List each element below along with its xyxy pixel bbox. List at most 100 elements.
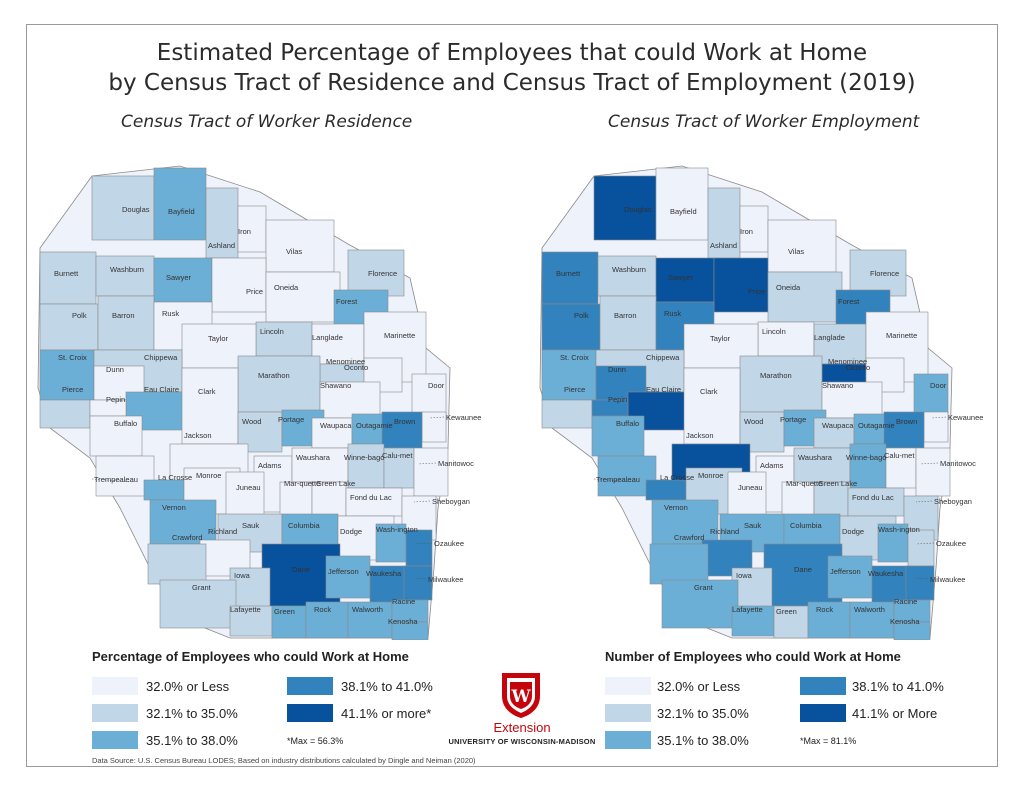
- county-label-barron: Barron: [614, 311, 637, 320]
- county-ozaukee: [907, 529, 935, 567]
- county-label-iron: Iron: [238, 227, 251, 236]
- county-burnett: [39, 251, 97, 305]
- county-lafayette: [229, 605, 273, 637]
- county-label-st-croix: St. Croix: [58, 353, 87, 362]
- county-marathon: [237, 355, 321, 413]
- county-label-marathon: Marathon: [258, 371, 290, 380]
- map-title-line-1: Estimated Percentage of Employees that c…: [156, 40, 868, 66]
- county-iron: [739, 205, 769, 253]
- right-legend-swatch-3: [605, 731, 651, 749]
- left-legend-label-1: 32.0% or Less: [146, 679, 230, 694]
- left-legend-swatch-4: [287, 677, 333, 695]
- left-legend-swatch-1: [92, 677, 138, 695]
- leader-manitowoc: [919, 462, 939, 465]
- county-label-lafayette: Lafayette: [230, 605, 261, 614]
- county-label-manitowoc: Manitowoc: [940, 459, 976, 468]
- county-label-kenosha: Kenosha: [388, 617, 418, 626]
- county-label-mar-quette: Mar-quette: [786, 479, 822, 488]
- county-label-taylor: Taylor: [208, 334, 229, 343]
- county-label-sauk: Sauk: [242, 521, 259, 530]
- county-label-la-crosse: La Crosse: [158, 473, 192, 482]
- leader-sheboygan: [413, 500, 431, 503]
- county-label-rusk: Rusk: [162, 309, 179, 318]
- county-label-washburn: Washburn: [110, 265, 144, 274]
- county-waushara: [793, 447, 851, 483]
- county-label-kewaunee: Kewaunee: [446, 413, 481, 422]
- left-legend-swatch-5: [287, 704, 333, 722]
- county-label-outagamie: Outagamie: [858, 421, 895, 430]
- county-brown: [883, 411, 925, 449]
- county-label-shawano: Shawano: [320, 381, 351, 390]
- county-douglas: [91, 175, 155, 241]
- county-label-wash-ington: Wash-ington: [376, 525, 418, 534]
- county-vilas: [767, 219, 837, 273]
- county-label-florence: Florence: [368, 269, 397, 278]
- county-grant: [661, 579, 739, 629]
- county-manitowoc: [915, 447, 951, 497]
- county-label-sheboygan: Sheboygan: [934, 497, 972, 506]
- county-vernon: [149, 499, 217, 545]
- county-clark: [683, 367, 741, 445]
- county-langlade: [311, 323, 365, 365]
- county-label-outagamie: Outagamie: [356, 421, 393, 430]
- left-legend-swatch-2: [92, 704, 138, 722]
- county-label-fond-du-lac: Fond du Lac: [350, 493, 392, 502]
- county-label-forest: Forest: [336, 297, 358, 306]
- county-label-green: Green: [274, 607, 295, 616]
- county-label-waushara: Waushara: [798, 453, 833, 462]
- county-label-pierce: Pierce: [62, 385, 83, 394]
- county-label-marinette: Marinette: [384, 331, 415, 340]
- county-label-kewaunee: Kewaunee: [948, 413, 983, 422]
- county-label-pepin: Pepin: [608, 395, 627, 404]
- county-shawano: [821, 381, 883, 419]
- county-label-bayfield: Bayfield: [670, 207, 697, 216]
- county-label-crawford: Crawford: [674, 533, 704, 542]
- county-label-waupaca: Waupaca: [320, 421, 352, 430]
- county-oneida: [767, 271, 843, 323]
- county-label-wood: Wood: [744, 417, 763, 426]
- figure-frame: [26, 24, 998, 767]
- right-legend-label-3: 35.1% to 38.0%: [657, 733, 749, 748]
- county-label-burnett: Burnett: [54, 269, 79, 278]
- county-sawyer: [655, 257, 715, 303]
- county-label-oconto: Oconto: [344, 363, 368, 372]
- county-label-calu-met: Calu-met: [884, 451, 915, 460]
- county-label-sauk: Sauk: [744, 521, 761, 530]
- county-polk: [541, 303, 601, 351]
- county-label-waukesha: Waukesha: [366, 569, 402, 578]
- right-legend-label-2: 32.1% to 35.0%: [657, 706, 749, 721]
- county-pierce: [541, 399, 593, 429]
- county-crawford: [147, 543, 207, 585]
- leader-trempealeau: [593, 478, 637, 483]
- extension-wordmark: Extension: [493, 720, 551, 735]
- leader-ozaukee: [915, 542, 935, 545]
- county-label-buffalo: Buffalo: [616, 419, 639, 428]
- leader-trempealeau: [91, 478, 135, 483]
- county-label-oconto: Oconto: [846, 363, 870, 372]
- county-label-barron: Barron: [112, 311, 135, 320]
- county-label-vilas: Vilas: [286, 247, 302, 256]
- county-door: [411, 373, 447, 415]
- county-label-clark: Clark: [700, 387, 718, 396]
- county-manitowoc: [413, 447, 449, 497]
- county-sawyer: [153, 257, 213, 303]
- county-green-lake: [813, 481, 849, 517]
- university-wordmark: UNIVERSITY OF WISCONSIN-MADISON: [448, 737, 596, 746]
- county-label-calu-met: Calu-met: [382, 451, 413, 460]
- county-label-polk: Polk: [574, 311, 589, 320]
- county-label-menominee: Menominee: [828, 357, 867, 366]
- county-label-vilas: Vilas: [788, 247, 804, 256]
- county-label-trempealeau: Trempealeau: [596, 475, 640, 484]
- county-label-door: Door: [930, 381, 947, 390]
- county-label-dunn: Dunn: [608, 365, 626, 374]
- county-label-douglas: Douglas: [624, 205, 652, 214]
- county-florence: [849, 249, 907, 297]
- county-la-crosse: [143, 479, 185, 501]
- county-label-sawyer: Sawyer: [166, 273, 192, 282]
- county-label-racine: Racine: [894, 597, 917, 606]
- county-label-brown: Brown: [896, 417, 917, 426]
- county-label-washburn: Washburn: [612, 265, 646, 274]
- county-label-richland: Richland: [208, 527, 237, 536]
- county-waupaca: [813, 417, 855, 449]
